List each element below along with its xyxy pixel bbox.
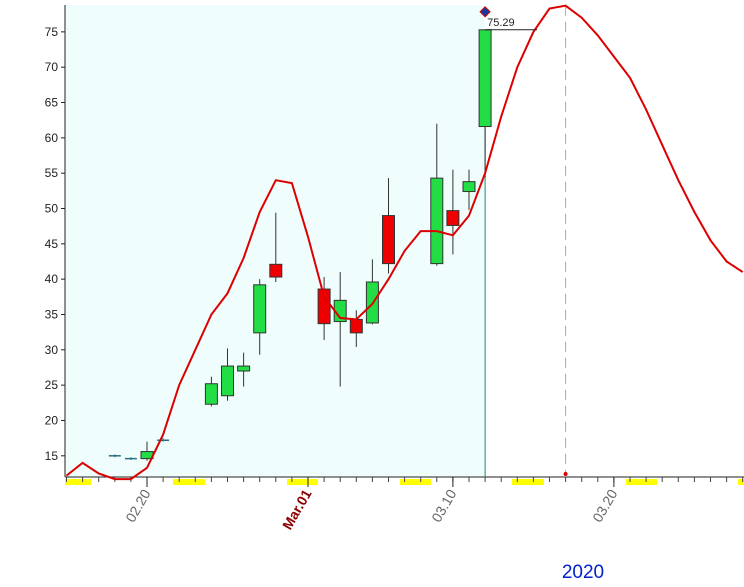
candle-body	[382, 215, 395, 265]
y-tick-label: 75	[45, 25, 59, 39]
x-tick-label: 02.20	[122, 486, 153, 525]
weekend-marker	[173, 479, 205, 485]
candle-body	[204, 383, 218, 405]
trend-line	[65, 4, 744, 481]
weekend-marker	[626, 479, 657, 485]
x-tick-label: 03.20	[589, 486, 620, 525]
y-tick-label: 70	[45, 60, 59, 74]
y-tick-label: 20	[45, 413, 59, 427]
weekend-marker	[65, 479, 91, 485]
y-tick-label: 45	[45, 237, 59, 251]
y-tick-label: 30	[45, 343, 59, 357]
candle	[124, 457, 137, 461]
candle	[237, 352, 251, 387]
candle-body	[237, 365, 251, 372]
candle	[157, 438, 170, 442]
candle	[430, 123, 444, 266]
x-tick-label: Mar.01	[279, 486, 315, 532]
y-tick-label: 55	[45, 166, 59, 180]
candle	[478, 29, 492, 177]
x-tick-label: 03.10	[428, 486, 459, 525]
weekend-markers	[65, 479, 744, 485]
candle	[269, 212, 283, 282]
weekend-marker	[512, 479, 544, 485]
current-diamond	[479, 6, 491, 18]
candle	[253, 279, 267, 355]
weekend-marker	[400, 479, 431, 485]
weekend-marker	[287, 479, 318, 485]
year-label: 2020	[562, 562, 604, 582]
candle	[382, 178, 395, 274]
candle-body	[317, 288, 331, 325]
y-tick-label: 50	[45, 201, 59, 215]
forecast-marker-dot	[563, 472, 568, 476]
candle	[204, 376, 218, 407]
candle-body	[221, 365, 234, 397]
candle-body	[253, 284, 267, 334]
candle	[462, 169, 476, 210]
y-tick-label: 35	[45, 307, 59, 321]
y-tick-label: 25	[45, 378, 59, 392]
candle	[446, 169, 460, 255]
candle-body	[430, 177, 444, 265]
y-tick-label: 65	[45, 96, 59, 110]
weekend-marker	[738, 479, 744, 485]
candle-body	[349, 318, 363, 334]
y-tick-label: 15	[45, 449, 59, 463]
candle-body	[462, 181, 476, 193]
candle-body	[269, 263, 283, 278]
candle	[108, 454, 121, 458]
candle-body	[446, 210, 460, 226]
y-tick-label: 60	[45, 131, 59, 145]
last-close-label: 75.29	[487, 17, 515, 29]
candle-body	[478, 29, 492, 128]
history-background	[65, 5, 486, 477]
candle	[333, 272, 347, 387]
candle	[221, 348, 234, 401]
y-tick-label: 40	[45, 272, 59, 286]
candle	[317, 277, 331, 340]
